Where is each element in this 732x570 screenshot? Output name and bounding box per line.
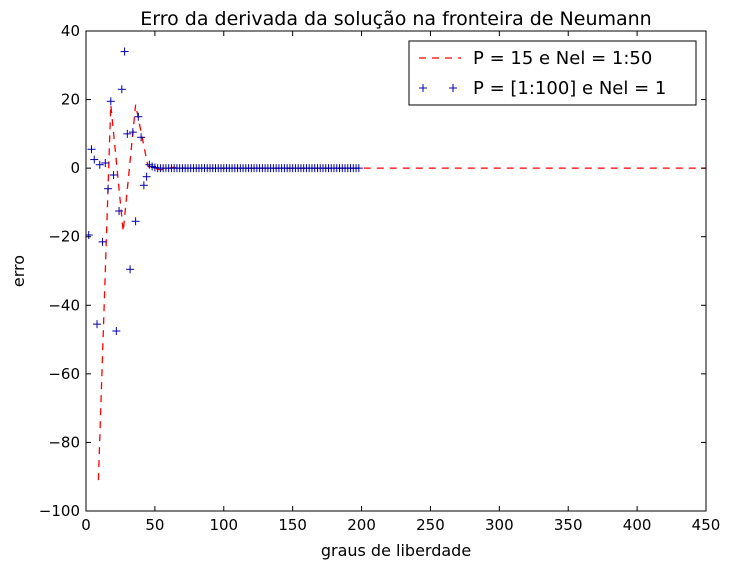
legend: P = 15 e Nel = 1:50 P = [1:100] e Nel = … <box>408 40 697 106</box>
series-point-p1-100 <box>139 181 148 190</box>
y-tick-label: −20 <box>48 228 80 246</box>
y-tick-label: −60 <box>48 365 80 383</box>
series-point-p1-100 <box>117 85 126 94</box>
x-tick-label: 350 <box>554 516 583 534</box>
series-line-p15 <box>97 104 706 481</box>
x-tick-label: 300 <box>485 516 514 534</box>
series-point-p1-100 <box>90 155 99 164</box>
series-point-p1-100 <box>137 133 146 142</box>
x-tick-label: 0 <box>81 516 91 534</box>
y-tick-label: 20 <box>61 91 80 109</box>
y-tick-label: −100 <box>39 502 80 520</box>
series-point-p1-100 <box>87 145 96 154</box>
x-axis-label: graus de liberdade <box>321 541 471 560</box>
series-point-p1-100 <box>112 327 121 335</box>
legend-entry-2: P = [1:100] e Nel = 1 <box>473 78 666 99</box>
series-point-p1-100 <box>123 129 132 138</box>
x-tick-label: 50 <box>145 516 164 534</box>
x-tick-label: 400 <box>623 516 652 534</box>
plot-area <box>86 47 706 481</box>
y-tick-label: −40 <box>48 296 80 314</box>
series-point-p1-100 <box>98 237 107 246</box>
y-tick-label: −80 <box>48 433 80 451</box>
series-point-p1-100 <box>128 128 137 137</box>
series-point-p1-100 <box>101 159 110 167</box>
x-tick-label: 250 <box>416 516 445 534</box>
legend-box <box>408 40 697 106</box>
x-tick-label: 100 <box>209 516 238 534</box>
series-point-p1-100 <box>95 160 104 169</box>
legend-entry-1: P = 15 e Nel = 1:50 <box>473 48 652 69</box>
x-tick-label: 450 <box>692 516 721 534</box>
x-tick-label: 200 <box>347 516 376 534</box>
series-point-p1-100 <box>115 207 124 215</box>
series-point-p1-100 <box>131 217 140 226</box>
series-point-p1-100 <box>134 112 143 121</box>
legend-marker-swatch <box>419 84 457 92</box>
series-point-p1-100 <box>109 171 118 179</box>
series-point-p1-100 <box>104 184 113 193</box>
chart-title: Erro da derivada da solução na fronteira… <box>140 8 651 30</box>
axes-frame <box>85 30 707 512</box>
series-point-p1-100 <box>106 97 115 106</box>
series-point-p1-100 <box>354 164 363 173</box>
axis-ticks: 0 50 100 150 200 250 300 350 400 450−100−80−60−40… <box>39 22 721 534</box>
series-point-p1-100 <box>142 172 151 181</box>
series-point-p1-100 <box>126 265 135 274</box>
y-axis-label: erro <box>9 255 28 287</box>
x-tick-label: 150 <box>278 516 307 534</box>
y-tick-label: 0 <box>70 159 80 177</box>
series-point-p1-100 <box>93 320 102 329</box>
series-point-p1-100 <box>120 47 129 56</box>
y-tick-label: 40 <box>61 22 80 40</box>
